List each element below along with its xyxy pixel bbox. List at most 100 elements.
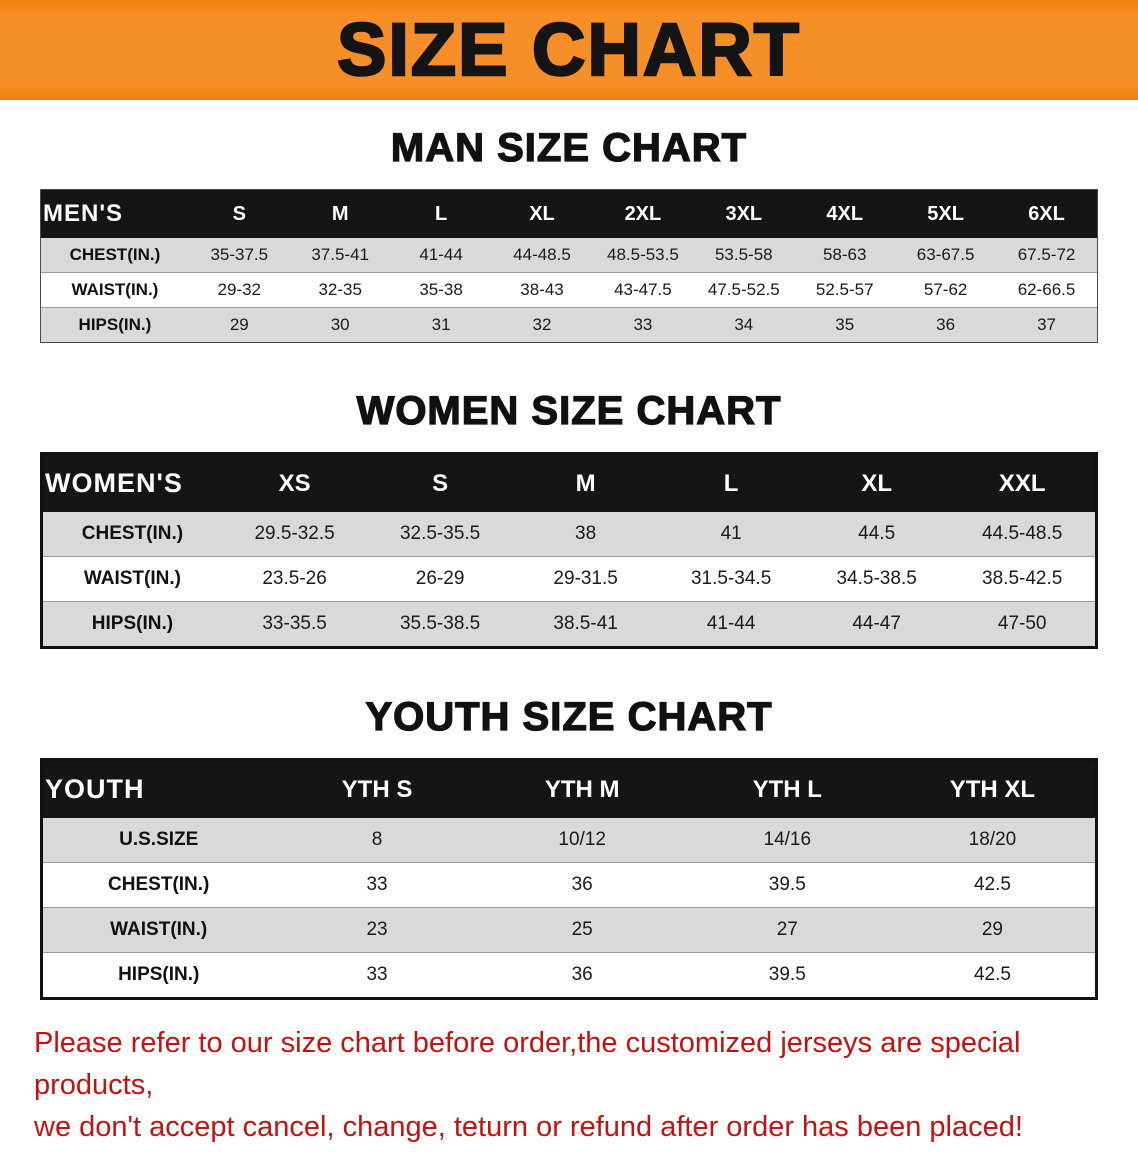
measurement-value: 33 — [633, 315, 653, 334]
measurement-value: 39.5 — [768, 964, 806, 985]
women-size-header-cell: S — [367, 455, 513, 512]
measurement-value: 37.5-41 — [311, 245, 370, 264]
section-heading-youth: YOUTH SIZE CHART — [365, 694, 773, 739]
men-measurement-row: CHEST(IN.) 35-37.5 37.5-41 41-44 44-48.5 48.5… — [41, 238, 1097, 273]
measurement-value: 35-38 — [419, 280, 463, 299]
men-size-header-cell: 5XL — [895, 190, 997, 238]
row-label: HIPS(IN.) — [78, 315, 152, 334]
measurement-value: 27 — [776, 919, 798, 940]
measurement-value: 47-50 — [997, 613, 1047, 634]
notice-line-1: Please refer to our size chart before or… — [34, 1027, 1021, 1102]
men-size-header-cell: 6XL — [996, 190, 1097, 238]
measurement-value: 31.5-34.5 — [690, 568, 772, 589]
measurement-value: 38-43 — [520, 280, 564, 299]
measurement-value: 34.5-38.5 — [836, 568, 917, 589]
measurement-value: 48.5-53.5 — [606, 245, 679, 264]
youth-size-header-cell: YTH M — [479, 761, 685, 818]
measurement-value: 44.5-48.5 — [982, 523, 1063, 544]
measurement-value: 32 — [532, 315, 552, 334]
measurement-value: 42.5 — [973, 874, 1011, 895]
row-label: WAIST(IN.) — [110, 919, 208, 940]
measurement-value: 29-31.5 — [553, 568, 618, 589]
measurement-value: 26-29 — [415, 568, 465, 589]
youth-size-header-cell: YTH L — [684, 761, 890, 818]
measurement-value: 29.5-32.5 — [254, 523, 335, 544]
measurement-value: 34 — [734, 315, 754, 334]
women-header-row: WOMEN'S XS S M L XL XXL — [43, 455, 1095, 512]
men-size-header-cell: 3XL — [693, 190, 795, 238]
row-label: CHEST(IN.) — [108, 874, 210, 895]
row-label: WAIST(IN.) — [71, 280, 159, 299]
measurement-value: 8 — [371, 829, 383, 850]
row-label: HIPS(IN.) — [91, 613, 174, 634]
youth-measurement-row: U.S.SIZE 8 10/12 14/16 18/20 — [43, 818, 1095, 863]
measurement-value: 58-63 — [822, 245, 867, 264]
women-measurement-row: CHEST(IN.) 29.5-32.5 32.5-35.5 38 41 44.5 44.5… — [43, 512, 1095, 557]
youth-size-table: YOUTH YTH S YTH M YTH L YTH XL U.S.SIZE 8 10/12… — [43, 761, 1095, 997]
youth-size-header-cell: YTH S — [274, 761, 480, 818]
page-title: SIZE CHART — [336, 8, 801, 91]
measurement-value: 42.5 — [973, 964, 1011, 985]
measurement-value: 57-62 — [923, 280, 968, 299]
measurement-value: 52.5-57 — [815, 280, 874, 299]
measurement-value: 41-44 — [706, 613, 756, 634]
measurement-value: 36 — [936, 315, 956, 334]
measurement-value: 30 — [330, 315, 350, 334]
row-label: CHEST(IN.) — [69, 245, 161, 264]
measurement-value: 41-44 — [419, 245, 463, 264]
youth-measurement-row: WAIST(IN.) 23 25 27 29 — [43, 907, 1095, 953]
measurement-value: 35 — [835, 315, 855, 334]
women-size-table: WOMEN'S XS S M L XL XXL CHEST(IN.) 29.5-32.5 32.5… — [43, 455, 1095, 646]
men-size-header-cell: L — [390, 190, 492, 238]
section-men: MAN SIZE CHART MEN'S S M L XL 2XL 3XL 4XL 5XL 6XL C… — [0, 125, 1138, 343]
measurement-value: 33 — [366, 874, 388, 895]
measurement-value: 44-48.5 — [513, 245, 571, 264]
measurement-value: 32.5-35.5 — [399, 523, 481, 544]
order-notice: Please refer to our size chart before or… — [34, 1022, 1118, 1148]
women-measurement-row: WAIST(IN.) 23.5-26 26-29 29-31.5 31.5-34.5 34… — [43, 556, 1095, 602]
notice-line-2: we don't accept cancel, change, teturn o… — [34, 1111, 1023, 1144]
section-heading-women: WOMEN SIZE CHART — [356, 388, 782, 433]
men-size-table: MEN'S S M L XL 2XL 3XL 4XL 5XL 6XL CHEST(IN.) 35-37… — [41, 190, 1097, 342]
measurement-value: 29-32 — [217, 280, 262, 299]
measurement-value: 23 — [366, 919, 388, 940]
measurement-value: 36 — [571, 874, 593, 895]
measurement-value: 47.5-52.5 — [707, 280, 780, 299]
youth-size-header-cell: YTH XL — [889, 761, 1095, 818]
measurement-value: 36 — [571, 964, 593, 985]
men-size-header-cell: 2XL — [592, 190, 694, 238]
women-measurement-row: HIPS(IN.) 33-35.5 35.5-38.5 38.5-41 41-44 44-… — [43, 601, 1095, 646]
measurement-value: 53.5-58 — [714, 245, 773, 264]
measurement-value: 35.5-38.5 — [399, 613, 481, 634]
measurement-value: 38.5-42.5 — [982, 568, 1063, 589]
measurement-value: 44.5 — [858, 523, 896, 544]
measurement-value: 29 — [229, 315, 249, 334]
men-measurement-row: WAIST(IN.) 29-32 32-35 35-38 38-43 43-47.5 47.… — [41, 272, 1097, 308]
youth-measurement-row: CHEST(IN.) 33 36 39.5 42.5 — [43, 862, 1095, 908]
measurement-value: 38.5-41 — [553, 613, 618, 634]
measurement-value: 37 — [1037, 315, 1056, 334]
measurement-value: 39.5 — [768, 874, 806, 895]
men-size-header-cell: 4XL — [794, 190, 896, 238]
women-size-table-wrap: WOMEN'S XS S M L XL XXL CHEST(IN.) 29.5-32.5 32.5… — [40, 452, 1098, 649]
row-label: U.S.SIZE — [119, 829, 199, 850]
section-women: WOMEN SIZE CHART WOMEN'S XS S M L XL XXL CHEST(I… — [0, 388, 1138, 649]
row-label: CHEST(IN.) — [81, 523, 184, 544]
women-table-title-cell: WOMEN'S — [43, 455, 222, 512]
men-size-table-wrap: MEN'S S M L XL 2XL 3XL 4XL 5XL 6XL CHEST(IN.) 35-37… — [40, 189, 1098, 343]
youth-header-row: YOUTH YTH S YTH M YTH L YTH XL — [43, 761, 1095, 818]
section-youth: YOUTH SIZE CHART YOUTH YTH S YTH M YTH L YTH … — [0, 694, 1138, 1000]
measurement-value: 41 — [720, 523, 742, 544]
title-banner: SIZE CHART — [0, 0, 1138, 100]
measurement-value: 18/20 — [968, 829, 1017, 850]
measurement-value: 33-35.5 — [262, 613, 327, 634]
row-label: WAIST(IN.) — [83, 568, 181, 589]
measurement-value: 67.5-72 — [1017, 245, 1076, 264]
measurement-value: 14/16 — [763, 829, 812, 850]
women-size-header-cell: XL — [803, 455, 950, 512]
women-size-header-cell: M — [512, 455, 659, 512]
youth-table-title-cell: YOUTH — [43, 761, 275, 818]
men-size-header-cell: S — [188, 190, 290, 238]
row-label: HIPS(IN.) — [118, 964, 200, 985]
